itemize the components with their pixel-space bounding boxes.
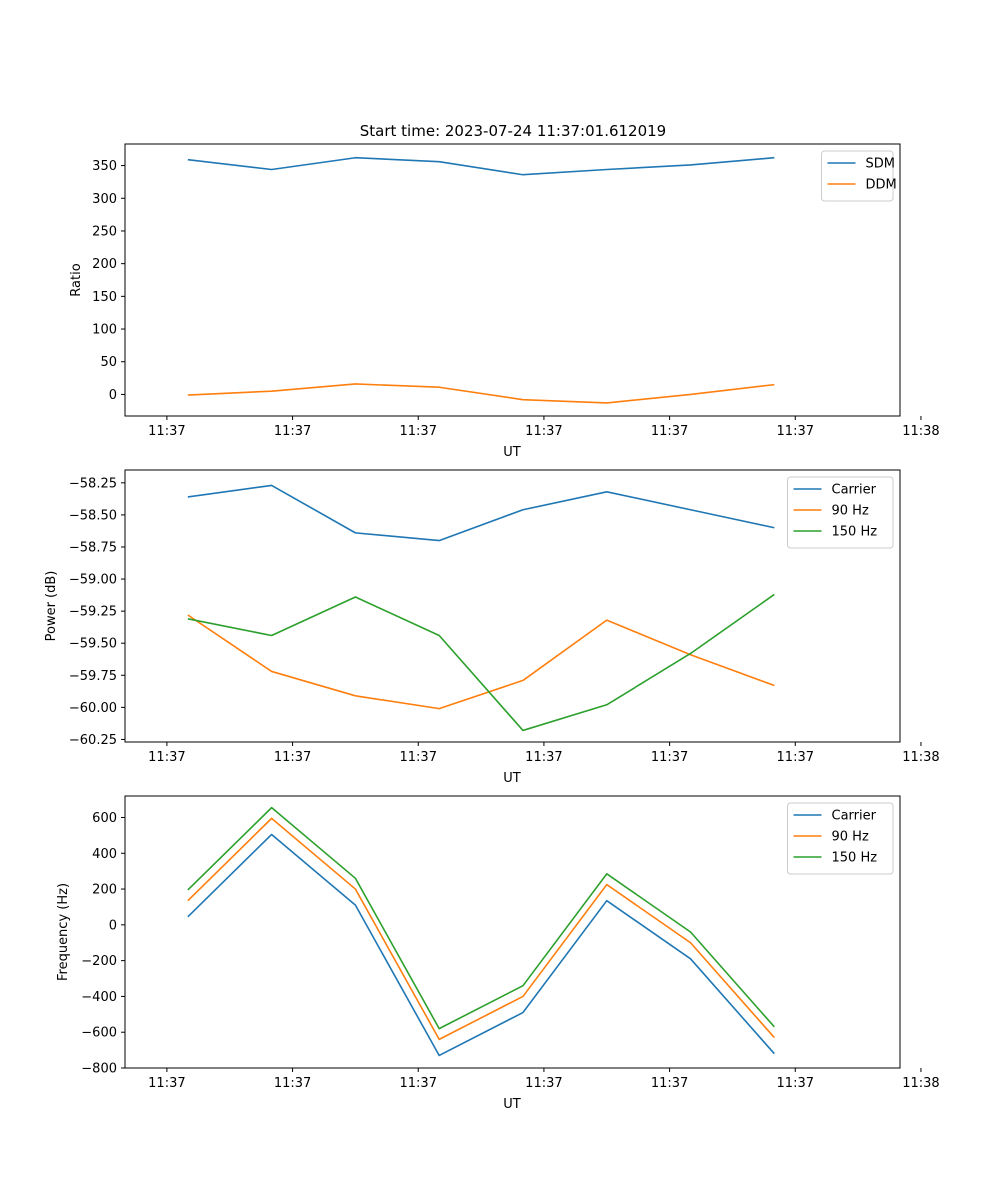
- ratio-x-tick-label: 11:37: [525, 424, 562, 439]
- power-legend: Carrier 90 Hz 150 Hz: [787, 476, 894, 549]
- ratio-y-axis-label: Ratio: [69, 263, 84, 296]
- frequency-x-tick-label: 11:37: [148, 1076, 185, 1091]
- figure-title: Start time: 2023-07-24 11:37:01.612019: [360, 122, 666, 140]
- power-y-axis-label: Power (dB): [44, 571, 59, 642]
- ratio-y-tick-label: 200: [92, 257, 117, 272]
- power-y-tick-label: −59.50: [69, 637, 117, 652]
- ratio-series-sdm: [187, 156, 775, 176]
- frequency-x-axis-label: UT: [503, 1097, 521, 1112]
- ratio-y-tick-label: 300: [92, 192, 117, 207]
- frequency-y-tick-label: 400: [92, 847, 117, 862]
- frequency-y-tick-label: 0: [109, 918, 117, 933]
- ratio-x-axis-label: UT: [503, 445, 521, 460]
- power-x-tick-label: 11:38: [902, 750, 939, 765]
- ratio-y-tick-label: 100: [92, 323, 117, 338]
- frequency-y-tick-label: −600: [81, 1026, 117, 1041]
- ratio-y-tick-label: 0: [109, 388, 117, 403]
- ratio-x-tick-label: 11:37: [651, 424, 688, 439]
- frequency-x-tick-label: 11:38: [902, 1076, 939, 1091]
- ratio-y-tick-label: 350: [92, 159, 117, 174]
- frequency-legend: Carrier 90 Hz 150 Hz: [787, 802, 894, 875]
- power-plot-frame: [124, 469, 901, 743]
- power-y-tick-label: −59.25: [69, 605, 117, 620]
- power-x-tick-label: 11:37: [525, 750, 562, 765]
- power-legend-label: 90 Hz: [832, 504, 869, 519]
- ratio-legend-label: SDM: [866, 157, 895, 172]
- power-series-150-hz: [187, 593, 775, 732]
- power-series-carrier: [187, 484, 775, 542]
- power-x-tick-label: 11:37: [274, 750, 311, 765]
- power-y-tick-label: −60.00: [69, 701, 117, 716]
- frequency-legend-label: 90 Hz: [832, 830, 869, 845]
- ratio-y-tick-label: 150: [92, 290, 117, 305]
- frequency-y-tick-label: 200: [92, 883, 117, 898]
- frequency-x-tick-label: 11:37: [400, 1076, 437, 1091]
- ratio-x-tick-label: 11:37: [274, 424, 311, 439]
- power-legend-label: Carrier: [832, 483, 877, 498]
- ratio-x-tick-label: 11:38: [902, 424, 939, 439]
- frequency-series-carrier: [187, 833, 775, 1057]
- ratio-chart: 11:37 11:37 11:37 11:37 11:37 11:37 11:38 0 50 10…: [92, 143, 940, 439]
- frequency-y-tick-label: −200: [81, 954, 117, 969]
- ratio-x-tick-label: 11:37: [148, 424, 185, 439]
- power-y-tick-label: −58.50: [69, 508, 117, 523]
- power-x-tick-label: 11:37: [651, 750, 688, 765]
- power-y-tick-label: −60.25: [69, 733, 117, 748]
- power-series-90-hz: [187, 614, 775, 710]
- ratio-y-tick-label: 50: [100, 355, 117, 370]
- frequency-x-tick-label: 11:37: [651, 1076, 688, 1091]
- frequency-x-tick-label: 11:37: [274, 1076, 311, 1091]
- ratio-series-ddm: [187, 383, 775, 404]
- frequency-y-tick-label: 600: [92, 811, 117, 826]
- frequency-x-tick-label: 11:37: [525, 1076, 562, 1091]
- ratio-legend-label: DDM: [866, 178, 897, 193]
- power-y-tick-label: −59.75: [69, 669, 117, 684]
- power-y-tick-label: −59.00: [69, 573, 117, 588]
- frequency-y-tick-label: −800: [81, 1062, 117, 1077]
- frequency-series-150-hz: [187, 806, 775, 1030]
- frequency-y-tick-label: −400: [81, 990, 117, 1005]
- power-x-tick-label: 11:37: [148, 750, 185, 765]
- ratio-plot-frame: [124, 143, 901, 417]
- power-legend-label: 150 Hz: [832, 525, 878, 540]
- power-x-axis-label: UT: [503, 771, 521, 786]
- power-x-tick-label: 11:37: [777, 750, 814, 765]
- frequency-chart: 11:37 11:37 11:37 11:37 11:37 11:37 11:38 −800 −…: [81, 795, 940, 1091]
- power-chart: 11:37 11:37 11:37 11:37 11:37 11:37 11:38 −60.2…: [69, 469, 940, 765]
- frequency-legend-label: Carrier: [832, 809, 877, 824]
- frequency-legend-label: 150 Hz: [832, 851, 878, 866]
- frequency-x-tick-label: 11:37: [777, 1076, 814, 1091]
- ratio-x-tick-label: 11:37: [777, 424, 814, 439]
- ratio-legend: SDM DDM: [821, 150, 897, 202]
- ratio-y-tick-label: 250: [92, 224, 117, 239]
- power-y-tick-label: −58.75: [69, 540, 117, 555]
- power-x-tick-label: 11:37: [400, 750, 437, 765]
- frequency-series-90-hz: [187, 817, 775, 1041]
- frequency-y-axis-label: Frequency (Hz): [56, 883, 71, 981]
- ratio-x-tick-label: 11:37: [400, 424, 437, 439]
- power-y-tick-label: −58.25: [69, 476, 117, 491]
